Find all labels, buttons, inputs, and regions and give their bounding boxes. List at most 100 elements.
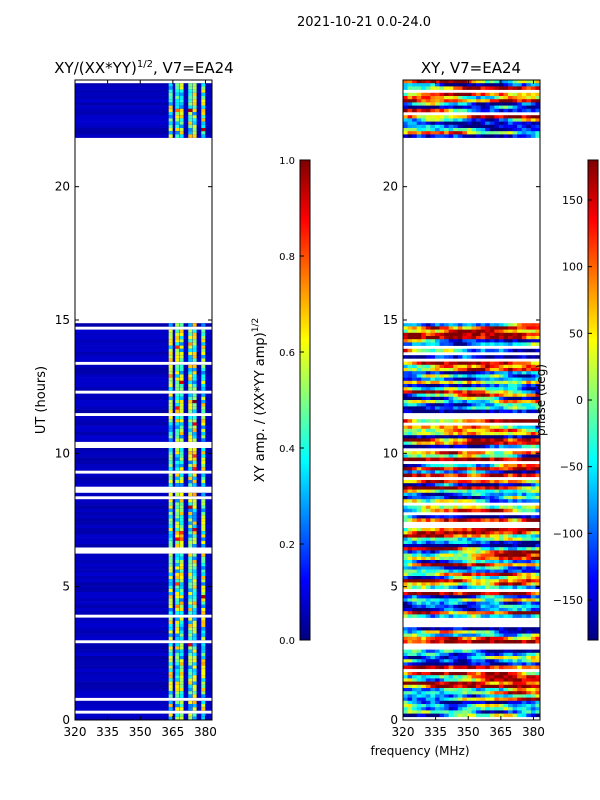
heatmap-row xyxy=(75,483,212,487)
heatmap-row xyxy=(403,348,540,353)
heatmap-cell xyxy=(192,400,197,404)
heatmap-cell xyxy=(517,323,523,327)
heatmap-cell xyxy=(471,672,477,676)
heatmap-cell xyxy=(466,342,472,346)
heatmap-cell xyxy=(521,323,527,327)
heatmap-cell xyxy=(416,489,422,494)
heatmap-cell xyxy=(192,377,197,382)
heatmap-cell xyxy=(471,336,477,340)
heatmap-cell xyxy=(407,444,413,449)
heatmap-cell xyxy=(462,656,468,660)
heatmap-cell xyxy=(494,419,500,423)
heatmap-cell xyxy=(179,585,184,590)
heatmap-cell xyxy=(485,630,491,634)
heatmap-cell xyxy=(503,339,509,343)
heatmap-cell xyxy=(201,454,206,458)
heatmap-cell xyxy=(485,339,491,343)
heatmap-row xyxy=(75,438,212,442)
heatmap-cell xyxy=(521,579,527,583)
heatmap-row xyxy=(75,339,212,343)
heatmap-cell xyxy=(521,633,527,638)
heatmap-cell xyxy=(444,531,449,535)
heatmap-cell xyxy=(503,611,509,615)
heatmap-cell xyxy=(480,419,486,423)
heatmap-cell xyxy=(489,700,495,705)
heatmap-cell xyxy=(416,400,422,404)
heatmap-cell xyxy=(168,406,173,410)
heatmap-cell xyxy=(188,108,193,113)
heatmap-cell xyxy=(407,576,413,580)
heatmap-cell xyxy=(201,579,206,583)
heatmap-cell xyxy=(188,528,193,532)
heatmap-cell xyxy=(188,396,193,401)
heatmap-cell xyxy=(192,627,197,631)
heatmap-cell xyxy=(192,521,197,526)
heatmap-cell xyxy=(179,374,184,378)
heatmap-cell xyxy=(462,540,468,545)
heatmap-cell xyxy=(201,336,206,340)
heatmap-row xyxy=(75,409,212,414)
heatmap-cell xyxy=(403,364,408,369)
heatmap-cell xyxy=(503,585,509,590)
heatmap-cell xyxy=(192,544,197,548)
heatmap-cell xyxy=(517,560,523,564)
heatmap-cell xyxy=(425,496,431,500)
heatmap-cell xyxy=(444,444,449,449)
heatmap-cell xyxy=(494,576,500,580)
heatmap-cell xyxy=(508,601,513,606)
heatmap-cell xyxy=(448,451,454,455)
heatmap-cell xyxy=(480,400,486,404)
heatmap-cell xyxy=(535,633,540,638)
heatmap-cell xyxy=(453,550,459,554)
heatmap-cell xyxy=(201,617,206,622)
heatmap-cell xyxy=(485,499,491,503)
heatmap-cell xyxy=(403,403,408,407)
heatmap-cell xyxy=(462,435,468,439)
heatmap-cell xyxy=(462,467,468,471)
heatmap-cell xyxy=(168,592,173,596)
heatmap-cell xyxy=(403,105,408,110)
heatmap-cell xyxy=(430,438,436,442)
heatmap-row xyxy=(403,652,540,657)
heatmap-cell xyxy=(494,579,500,583)
heatmap-cell xyxy=(434,134,440,138)
heatmap-cell xyxy=(179,534,184,538)
heatmap-cell xyxy=(192,492,197,497)
heatmap-cell xyxy=(412,697,417,702)
heatmap-cell xyxy=(489,544,495,548)
heatmap-cell xyxy=(489,604,495,609)
heatmap-cell xyxy=(503,499,509,503)
heatmap-cell xyxy=(494,633,500,638)
heatmap-cell xyxy=(425,432,431,436)
heatmap-cell xyxy=(168,649,173,654)
heatmap-cell xyxy=(517,464,523,468)
heatmap-cell xyxy=(175,371,180,375)
heatmap-cell xyxy=(485,537,491,542)
heatmap-cell xyxy=(466,604,472,609)
heatmap-cell xyxy=(407,601,413,606)
heatmap-cell xyxy=(412,483,417,487)
heatmap-cell xyxy=(188,505,193,510)
heatmap-cell xyxy=(192,646,197,650)
heatmap-cell xyxy=(434,380,440,385)
heatmap-cell xyxy=(457,614,463,618)
heatmap-row xyxy=(403,390,540,394)
heatmap-row xyxy=(403,131,540,135)
heatmap-row xyxy=(75,617,212,622)
heatmap-cell xyxy=(530,128,536,132)
heatmap-cell xyxy=(416,662,422,666)
heatmap-cell xyxy=(421,550,427,554)
heatmap-cell xyxy=(494,534,500,538)
heatmap-cell xyxy=(485,108,491,113)
heatmap-cell xyxy=(503,633,509,638)
heatmap-cell xyxy=(489,534,495,538)
heatmap-cell xyxy=(421,435,427,439)
heatmap-cell xyxy=(421,697,427,702)
heatmap-cell xyxy=(485,96,491,100)
heatmap-cell xyxy=(521,652,527,657)
heatmap-cell xyxy=(430,630,436,634)
heatmap-cell xyxy=(448,384,454,388)
heatmap-cell xyxy=(430,508,436,513)
heatmap-cell xyxy=(476,579,481,583)
heatmap-cell xyxy=(403,124,408,129)
